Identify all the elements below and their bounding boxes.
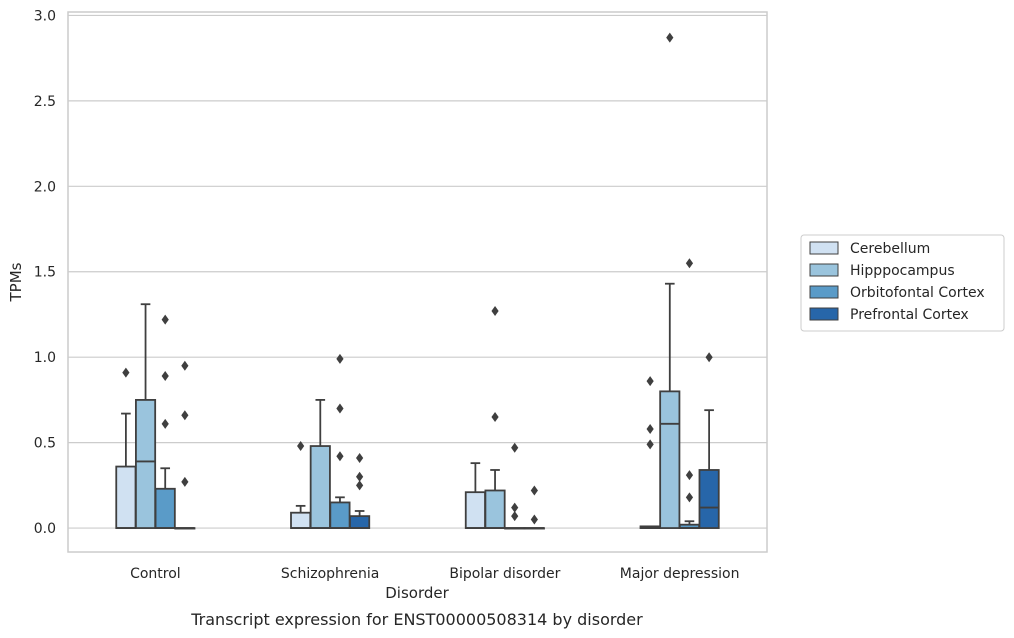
outlier-point [530, 514, 538, 525]
box-iqr [659, 390, 681, 529]
outlier-point [161, 370, 169, 381]
legend-swatch [809, 263, 839, 277]
y-tick-label: 2.5 [34, 94, 56, 110]
outlier-point [646, 376, 654, 387]
x-axis-ticks: Control Schizophrenia Bipolar disorder Majo… [130, 566, 739, 582]
outlier-point [685, 258, 694, 269]
box-prefrontal-cortex [523, 485, 545, 530]
x-axis-label: Disorder [385, 584, 449, 602]
x-tick-label: Schizophrenia [281, 566, 379, 582]
outlier-point [336, 403, 344, 414]
legend-swatch [809, 285, 839, 299]
legend-label: Hipppocampus [850, 263, 955, 279]
y-tick-label: 0.5 [34, 436, 56, 452]
box-iqr [349, 515, 371, 529]
outlier-point [685, 492, 694, 503]
y-tick-label: 2.0 [34, 179, 56, 195]
box-series [115, 32, 720, 530]
y-tick-label: 1.0 [34, 350, 56, 366]
outlier-point [666, 32, 674, 43]
box-hipppocampus [309, 399, 331, 529]
outlier-point [336, 353, 344, 364]
legend-swatch [809, 307, 839, 321]
box-orbitofontal-cortex [154, 314, 176, 529]
outlier-point [511, 442, 519, 453]
outlier-point [181, 476, 189, 487]
box-cerebellum [115, 367, 137, 529]
outlier-point [336, 451, 344, 462]
y-axis-ticks: 0.0 0.5 1.0 1.5 2.0 2.5 3.0 [34, 8, 56, 537]
box-cerebellum [639, 376, 661, 529]
box-iqr [464, 491, 486, 529]
box-iqr [135, 399, 157, 529]
outlier-point [530, 485, 538, 496]
outlier-point [181, 360, 189, 371]
x-tick-label: Major depression [620, 566, 740, 582]
box-prefrontal-cortex [174, 360, 196, 530]
legend: Cerebellum Hipppocampus Orbitofontal Corte… [800, 234, 1005, 332]
outlier-point [646, 423, 654, 434]
legend-label: Orbitofontal Cortex [850, 285, 985, 301]
box-orbitofontal-cortex [329, 353, 351, 529]
outlier-point [356, 471, 364, 482]
outlier-point [685, 470, 694, 481]
box-hipppocampus [484, 306, 506, 529]
x-tick-label: Bipolar disorder [449, 566, 560, 582]
outlier-point [181, 410, 189, 421]
outlier-point [161, 314, 169, 325]
box-iqr [154, 487, 176, 529]
outlier-point [646, 439, 654, 450]
box-prefrontal-cortex [349, 453, 371, 529]
box-iqr [329, 501, 351, 529]
plot-area [67, 11, 768, 553]
outlier-point [122, 367, 130, 378]
legend-frame [800, 234, 1005, 332]
outlier-point [356, 480, 364, 491]
x-tick-label: Control [130, 566, 181, 582]
box-iqr [115, 465, 137, 529]
outlier-point [511, 511, 519, 522]
outlier-point [705, 352, 713, 363]
outlier-point [356, 453, 364, 464]
box-orbitofontal-cortex [678, 258, 700, 529]
legend-label: Prefrontal Cortex [850, 307, 969, 323]
y-axis-label: TPMs [7, 262, 25, 302]
outlier-point [161, 418, 169, 429]
box-iqr [484, 489, 506, 529]
box-hipppocampus [135, 303, 157, 529]
legend-label: Cerebellum [850, 241, 930, 257]
y-tick-label: 0.0 [34, 521, 56, 537]
box-hipppocampus [659, 32, 681, 529]
y-tick-label: 3.0 [34, 8, 56, 24]
box-prefrontal-cortex [698, 352, 720, 529]
legend-swatch [809, 241, 839, 255]
box-iqr [698, 469, 720, 529]
outlier-point [297, 441, 305, 452]
outlier-point [491, 412, 499, 422]
box-iqr [290, 511, 312, 529]
y-tick-label: 1.5 [34, 265, 56, 281]
outlier-point [511, 502, 519, 513]
chart-caption: Transcript expression for ENST0000050831… [190, 610, 643, 629]
outlier-point [491, 306, 499, 317]
box-iqr [309, 445, 331, 529]
